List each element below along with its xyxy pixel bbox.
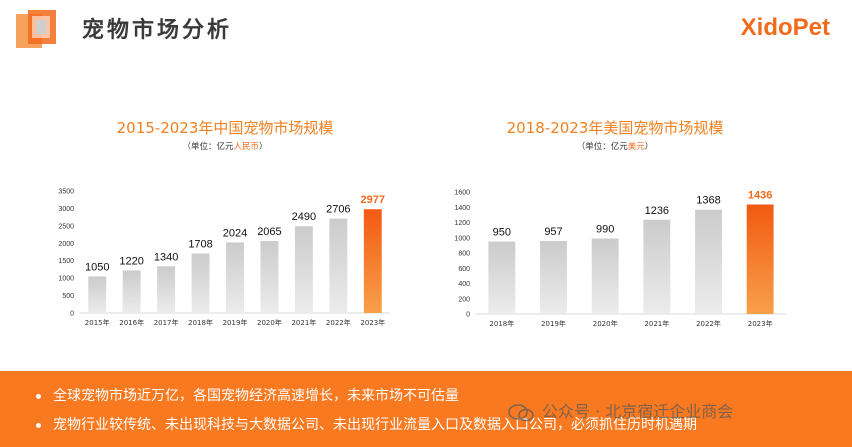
- page-title: 宠物市场分析: [82, 18, 233, 43]
- bullet-dot-icon: [36, 422, 41, 428]
- data-label: 1236: [645, 205, 669, 217]
- data-label: 2977: [361, 194, 385, 206]
- x-tick-label: 2019年: [541, 319, 566, 328]
- data-label: 2490: [292, 211, 316, 223]
- x-tick-label: 2016年: [119, 318, 144, 327]
- y-tick-label: 600: [458, 266, 470, 273]
- watermark: 公众号 · 北京宿迁企业商会: [508, 398, 733, 422]
- y-tick-label: 1400: [454, 205, 470, 212]
- watermark-text: 公众号 · 北京宿迁企业商会: [542, 402, 734, 421]
- data-label: 1368: [696, 195, 720, 207]
- bullet-dot-icon: [36, 393, 41, 399]
- bar: [122, 270, 141, 313]
- unit-highlight: 人民币: [233, 142, 259, 152]
- x-tick-label: 2023年: [360, 318, 385, 327]
- chart-unit-china: （单位：亿元人民币）: [120, 140, 330, 152]
- data-label: 1436: [748, 190, 772, 202]
- y-tick-label: 1000: [454, 235, 470, 242]
- bullet-item: 宠物行业较传统、未出现科技与大数据公司、未出现行业流量入口及数据入口公司，必须抓…: [36, 414, 697, 434]
- data-label: 990: [596, 224, 614, 236]
- y-tick-label: 1000: [58, 276, 74, 283]
- bullet-item: 全球宠物市场近万亿，各国宠物经济高速增长，未来市场不可估量: [36, 385, 459, 405]
- x-tick-label: 2018年: [188, 318, 213, 327]
- y-tick-label: 1500: [58, 258, 74, 265]
- highlight-bar: [363, 209, 382, 313]
- bar: [329, 218, 348, 313]
- brand-logo: XidoPet: [740, 14, 830, 41]
- y-tick-label: 3000: [58, 206, 74, 213]
- unit-highlight: 美元: [627, 142, 645, 152]
- chart-title-usa: 2018-2023年美国宠物市场规模: [506, 119, 724, 137]
- bar: [157, 266, 176, 313]
- logo-icon: [16, 10, 56, 48]
- bar: [695, 209, 722, 314]
- y-tick-label: 800: [458, 251, 470, 258]
- data-label: 1050: [85, 261, 109, 273]
- data-label: 1220: [119, 255, 143, 267]
- x-tick-label: 2022年: [696, 319, 721, 328]
- x-tick-label: 2015年: [85, 318, 110, 327]
- bar: [260, 241, 279, 313]
- chart-title-china: 2015-2023年中国宠物市场规模: [116, 119, 334, 137]
- x-tick-label: 2021年: [644, 319, 669, 328]
- x-tick-label: 2023年: [748, 319, 773, 328]
- y-tick-label: 400: [458, 281, 470, 288]
- chart-unit-usa: （单位：亿元美元）: [510, 140, 720, 152]
- y-tick-label: 1600: [454, 190, 470, 197]
- bar: [643, 219, 671, 314]
- unit-prefix: （单位：亿元: [576, 142, 628, 152]
- y-tick-label: 0: [466, 312, 470, 319]
- wechat-icon: [508, 403, 534, 421]
- bar: [294, 226, 313, 313]
- data-label: 1708: [188, 238, 212, 250]
- y-tick-label: 2000: [58, 241, 74, 248]
- data-label: 957: [544, 226, 562, 238]
- data-label: 950: [493, 227, 511, 239]
- bar: [88, 276, 107, 313]
- x-tick-label: 2022年: [326, 318, 351, 327]
- bar: [226, 242, 244, 313]
- data-label: 2024: [223, 227, 247, 239]
- x-tick-label: 2020年: [593, 319, 618, 328]
- summary-banner: [0, 371, 852, 447]
- data-label: 2065: [257, 226, 281, 238]
- x-tick-label: 2019年: [223, 318, 248, 327]
- unit-suffix: ）: [259, 142, 268, 152]
- bullet-text: 全球宠物市场近万亿，各国宠物经济高速增长，未来市场不可估量: [53, 388, 459, 404]
- x-tick-label: 2018年: [489, 319, 514, 328]
- highlight-bar: [746, 204, 774, 314]
- x-tick-label: 2020年: [257, 318, 282, 327]
- bar: [488, 241, 516, 314]
- unit-suffix: ）: [644, 142, 654, 152]
- header: 宠物市场分析 XidoPet: [0, 0, 852, 62]
- data-label: 2706: [326, 204, 350, 216]
- data-label: 1340: [154, 251, 178, 263]
- y-tick-label: 500: [62, 293, 74, 300]
- x-tick-label: 2021年: [291, 318, 316, 327]
- bar: [591, 238, 619, 314]
- y-tick-label: 1200: [454, 220, 470, 227]
- unit-prefix: （单位：亿元: [182, 142, 234, 152]
- y-tick-label: 0: [70, 311, 74, 318]
- y-tick-label: 200: [458, 296, 470, 303]
- bar: [191, 253, 210, 313]
- y-tick-label: 2500: [58, 223, 74, 230]
- bullet-text: 宠物行业较传统、未出现科技与大数据公司、未出现行业流量入口及数据入口公司，必须抓…: [53, 417, 697, 433]
- y-tick-label: 3500: [58, 189, 74, 196]
- bar: [540, 241, 567, 314]
- x-tick-label: 2017年: [154, 318, 179, 327]
